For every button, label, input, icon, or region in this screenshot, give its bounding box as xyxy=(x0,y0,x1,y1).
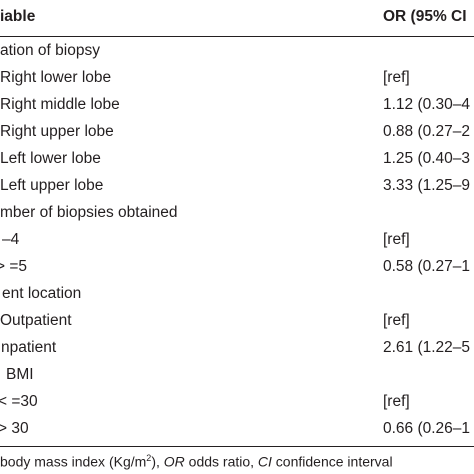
variable-column-header: iable xyxy=(0,8,36,25)
row-label: > 30 xyxy=(0,420,29,437)
footnote-text: ), xyxy=(151,453,164,470)
table-header: iable OR (95% CI xyxy=(0,0,474,36)
row-value: 0.88 (0.27–2 xyxy=(383,123,471,140)
header-rule xyxy=(0,36,474,37)
row-value: 2.61 (1.22–5 xyxy=(383,339,471,356)
table-row: Right upper lobe 0.88 (0.27–2 xyxy=(0,121,474,148)
row-label: < =30 xyxy=(0,393,38,410)
footer-rule xyxy=(0,446,474,447)
row-value: 1.12 (0.30–4 xyxy=(383,96,471,113)
row-value: 1.25 (0.40–3 xyxy=(383,150,471,167)
table-row: npatient 2.61 (1.22–5 xyxy=(0,337,474,364)
table-row: –4 [ref] xyxy=(0,229,474,256)
row-label: Right lower lobe xyxy=(0,69,112,86)
table-row: mber of biopsies obtained xyxy=(0,202,474,229)
row-label: BMI xyxy=(6,366,34,383)
table-row: Right middle lobe 1.12 (0.30–4 xyxy=(0,94,474,121)
footnote-abbreviation: OR xyxy=(163,453,185,470)
row-label: > =5 xyxy=(0,258,28,275)
footnote-superscript: 2 xyxy=(146,453,152,463)
row-label: mber of biopsies obtained xyxy=(0,204,178,221)
row-value: 3.33 (1.25–9 xyxy=(383,177,471,194)
table-row: ent location xyxy=(0,283,474,310)
table-row: Left upper lobe 3.33 (1.25–9 xyxy=(0,175,474,202)
footnote-abbreviation: CI xyxy=(257,453,272,470)
table-row: ation of biopsy xyxy=(0,40,474,67)
table-row: > 30 0.66 (0.26–1 xyxy=(0,418,474,445)
footnote-text: body mass index (Kg/m xyxy=(0,453,147,470)
row-label: Outpatient xyxy=(0,312,72,329)
table-row: Right lower lobe [ref] xyxy=(0,67,474,94)
row-value: [ref] xyxy=(383,69,410,86)
table-row: Outpatient [ref] xyxy=(0,310,474,337)
table-row: < =30 [ref] xyxy=(0,391,474,418)
row-value: [ref] xyxy=(383,231,410,248)
row-label: Right middle lobe xyxy=(0,96,120,113)
row-value: [ref] xyxy=(383,393,410,410)
row-value: [ref] xyxy=(383,312,410,329)
row-label: ation of biopsy xyxy=(0,42,100,59)
row-value: 0.58 (0.27–1 xyxy=(383,258,471,275)
table-row: Left lower lobe 1.25 (0.40–3 xyxy=(0,148,474,175)
row-label: –4 xyxy=(2,231,20,248)
table-footnote: body mass index (Kg/m2), OR odds ratio, … xyxy=(0,453,393,470)
row-value: 0.66 (0.26–1 xyxy=(383,420,471,437)
row-label: Left upper lobe xyxy=(0,177,104,194)
row-label: Left lower lobe xyxy=(0,150,101,167)
footnote-text: odds ratio, xyxy=(184,453,258,470)
row-label: npatient xyxy=(1,339,57,356)
row-label: ent location xyxy=(2,285,82,302)
table-row: BMI xyxy=(0,364,474,391)
table-row: > =5 0.58 (0.27–1 xyxy=(0,256,474,283)
or-column-header: OR (95% CI xyxy=(383,8,467,25)
footnote-text: confidence interval xyxy=(271,453,393,470)
row-label: Right upper lobe xyxy=(0,123,114,140)
